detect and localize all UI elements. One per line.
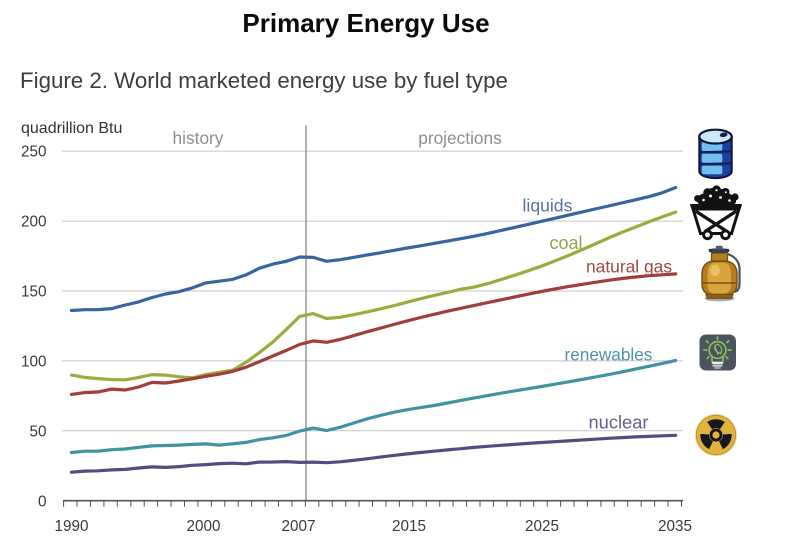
svg-text:2025: 2025 — [525, 518, 559, 535]
svg-text:coal: coal — [550, 233, 583, 253]
svg-text:nuclear: nuclear — [589, 412, 649, 433]
svg-text:renewables: renewables — [565, 345, 653, 365]
svg-text:150: 150 — [21, 284, 47, 301]
svg-text:history: history — [173, 128, 224, 148]
svg-text:50: 50 — [29, 423, 46, 440]
svg-text:2035: 2035 — [658, 518, 692, 535]
svg-text:100: 100 — [21, 354, 47, 371]
svg-text:0: 0 — [38, 493, 47, 510]
svg-text:200: 200 — [21, 214, 47, 231]
svg-text:liquids: liquids — [523, 196, 573, 216]
svg-text:natural gas: natural gas — [586, 257, 672, 277]
svg-text:2007: 2007 — [281, 518, 315, 535]
svg-text:2015: 2015 — [392, 518, 426, 535]
svg-text:projections: projections — [418, 128, 502, 148]
svg-text:250: 250 — [21, 144, 47, 161]
svg-text:1990: 1990 — [54, 518, 88, 535]
svg-text:2000: 2000 — [186, 518, 220, 535]
